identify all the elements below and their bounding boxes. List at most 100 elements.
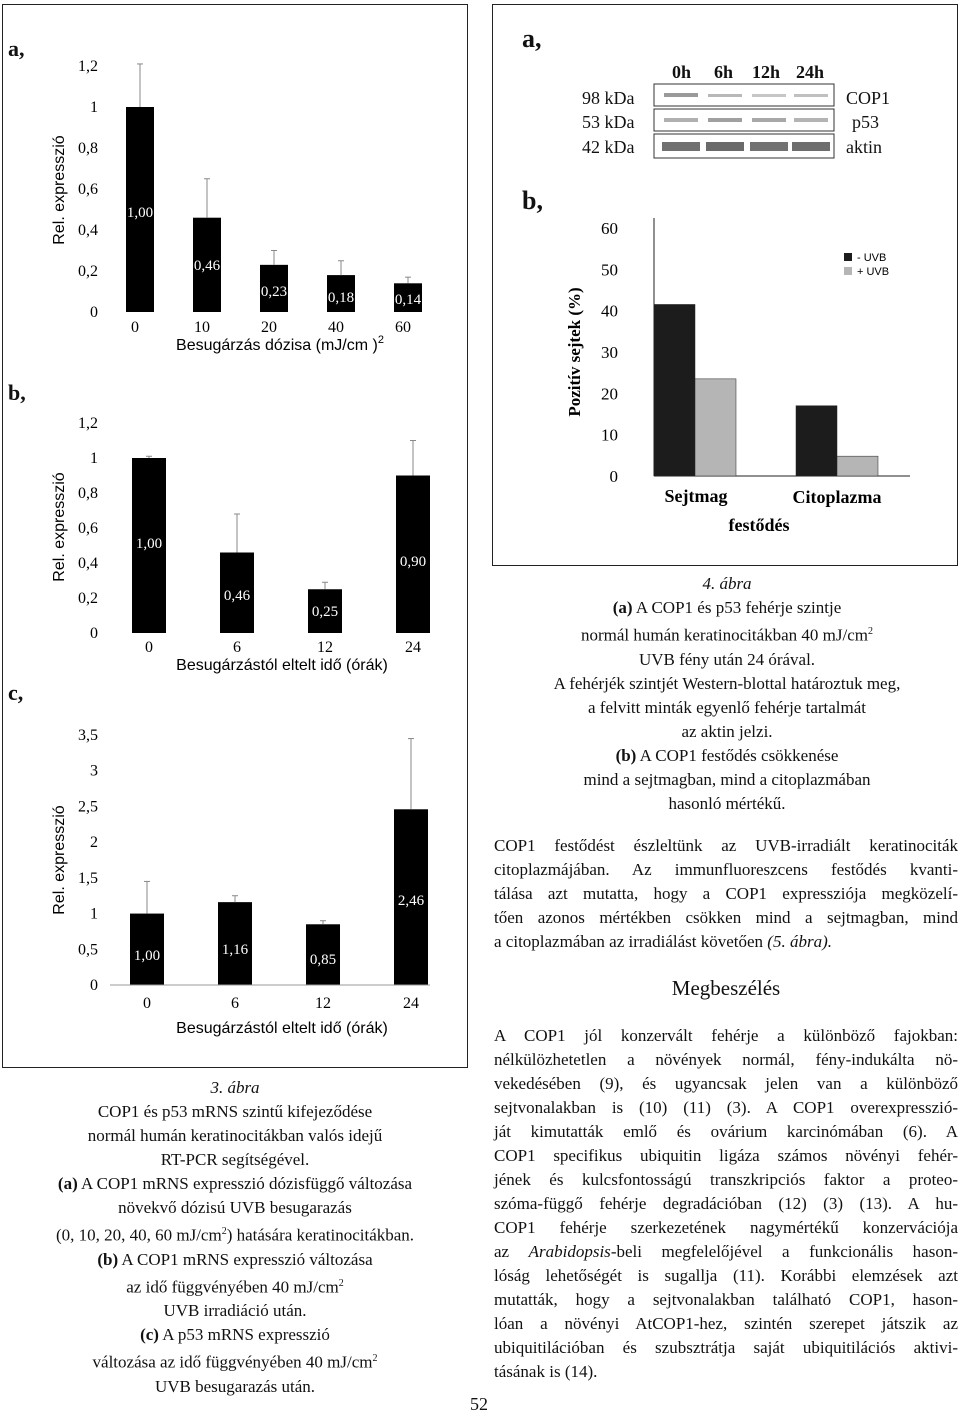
- caption-tag: (a): [612, 598, 633, 617]
- protein-label: COP1: [846, 88, 891, 108]
- y-tick-label: 1,2: [78, 58, 98, 75]
- bar: [394, 283, 422, 312]
- figure-3-title: 3. ábra: [210, 1078, 260, 1097]
- y-tick-label: 2: [90, 834, 98, 851]
- caption-line: az idő függvényében 40 mJ/cm2: [2, 1272, 468, 1300]
- chart-3a: 0 0,2 0,4 0,6 0,8 1 1,2 Rel. expresszió 1,00 0 0,4…: [51, 58, 422, 354]
- y-tick-label: 60: [601, 219, 618, 238]
- text-line: jének és kulcsfontosságú transzkripciós …: [494, 1170, 958, 1189]
- text-line: COP1 specifikus ubiquitin ligáza számos …: [494, 1146, 958, 1165]
- y-tick-label: 3,5: [78, 727, 98, 744]
- x-tick-label: 0: [143, 995, 151, 1012]
- text-line: lóan a növényi AtCOP1-hez, szintén szere…: [494, 1314, 958, 1333]
- x-tick-label: 12: [317, 639, 333, 656]
- caption-tag: (c): [140, 1325, 159, 1345]
- bar: [308, 589, 342, 633]
- caption-line: változása az idő függvényében 40 mJ/cm2: [2, 1347, 468, 1375]
- caption-line: normál humán keratinocitákban 40 mJ/cm2: [494, 620, 960, 648]
- data-label: 0,14: [395, 292, 422, 308]
- caption-line: hasonló mértékű.: [668, 793, 786, 813]
- legend-label: + UVB: [857, 266, 889, 278]
- caption-line: UVB fény után 24 órával.: [638, 649, 816, 669]
- caption-line: az aktin jelzi.: [681, 721, 773, 741]
- y-tick-label: 1,2: [78, 415, 98, 432]
- bar: [394, 809, 428, 985]
- band: [794, 94, 828, 97]
- caption-text: A COP1 festődés csökkenése: [636, 745, 839, 765]
- text-line: a citoplazmában az irradiálást követően …: [494, 930, 958, 954]
- caption-line: mind a sejtmagban, mind a citoplazmában: [583, 769, 871, 789]
- superscript: 2: [221, 1226, 227, 1237]
- x-axis-label: festődés: [729, 515, 790, 535]
- band: [750, 142, 788, 151]
- bar: [260, 264, 288, 312]
- figure-4-frame: [492, 4, 958, 566]
- time-label: 6h: [714, 62, 734, 82]
- x-tick-label: 6: [233, 639, 241, 656]
- bar: [126, 107, 154, 312]
- kda-label: 98 kDa: [582, 88, 635, 108]
- y-tick-label: 0,2: [78, 263, 98, 280]
- page-number: 52: [470, 1394, 488, 1414]
- x-tick-label: 20: [261, 319, 277, 336]
- text-line: vekedésében (9), és ugyancsak jelen van …: [494, 1074, 958, 1093]
- data-label: 0,46: [224, 588, 251, 604]
- y-tick-label: 0,4: [78, 222, 98, 239]
- chart-4b: 0 10 20 30 40 50 60 Pozitív sejtek (%) Sejtmag Ci…: [565, 218, 910, 535]
- band: [664, 118, 698, 122]
- y-tick-label: 1: [90, 906, 98, 923]
- caption-line: (c) A p53 mRNS expresszió: [2, 1323, 468, 1347]
- superscript: 2: [378, 334, 384, 346]
- caption-tag: (b): [97, 1249, 119, 1269]
- time-label: 24h: [796, 62, 825, 82]
- caption-tag: (a): [57, 1174, 78, 1193]
- x-tick-label: 24: [403, 995, 419, 1012]
- italic-term: Arabidopsis: [528, 1242, 611, 1261]
- caption-text: A COP1 és p53 fehérje szintje: [632, 598, 842, 617]
- bar: [193, 217, 221, 312]
- y-tick-label: 0,5: [78, 941, 98, 958]
- band: [752, 94, 786, 97]
- caption-text: A COP1 mRNS expresszió változása: [118, 1249, 373, 1269]
- text-line: A COP1 jól konzervált fehérje a különböz…: [494, 1026, 958, 1045]
- caption-line: A fehérjék szintjét Western-blottal hatá…: [553, 673, 901, 693]
- superscript: 2: [372, 1353, 378, 1365]
- bar: [130, 913, 164, 985]
- text-line: sejtvonalakban is (10) (11) (3). A COP1 …: [494, 1098, 958, 1117]
- y-tick-label: 0: [90, 977, 98, 994]
- x-axis-label: Besugárzás dózisa (mJ/cm )2: [176, 334, 384, 354]
- figure-reference: (5. ábra).: [767, 932, 832, 951]
- text-line: ubiquitilációban és szubsztrátja saját u…: [494, 1338, 958, 1357]
- chart-3b: 0 0,2 0,4 0,6 0,8 1 1,2 Rel. expresszió 1,00 0 0,4…: [51, 415, 430, 674]
- x-tick-label: 6: [231, 995, 239, 1012]
- blot-image: [653, 83, 835, 159]
- y-tick-label: 0,8: [78, 485, 98, 502]
- data-label: 1,00: [127, 205, 153, 221]
- text-line: ját kimutatták emlő és ovárium karcinómá…: [494, 1122, 958, 1141]
- text-line: COP1 fehérje szerkezetének nagymértékű k…: [494, 1218, 958, 1237]
- bar: [653, 304, 696, 477]
- bar: [327, 275, 355, 312]
- data-label: 0,85: [310, 952, 336, 968]
- data-label: 0,23: [261, 284, 287, 300]
- caption-line: COP1 és p53 mRNS szintű kifejeződése: [97, 1102, 373, 1121]
- caption-line: növekvő dózisú UVB besugarazás: [118, 1198, 352, 1217]
- caption-line: normál humán keratinocitákban valós idej…: [87, 1126, 383, 1145]
- caption-text: ) hatására keratinocitákban.: [226, 1225, 415, 1245]
- band: [792, 142, 830, 151]
- figure-3-frame: [2, 4, 468, 1068]
- superscript: 2: [338, 1277, 344, 1289]
- caption-text: változása az idő függvényében 40 mJ/cm: [92, 1352, 373, 1372]
- protein-label: p53: [852, 112, 879, 132]
- caption-line: UVB irradiáció után.: [163, 1301, 307, 1321]
- text-line: tálása azt mutatta, hogy a COP1 expressz…: [494, 884, 958, 903]
- y-tick-label: 0,6: [78, 181, 98, 198]
- band: [708, 118, 742, 122]
- y-axis-label: Pozitív sejtek (%): [565, 287, 584, 416]
- panel-label-3c: c,: [8, 680, 24, 705]
- caption-line: UVB besugarazás után.: [154, 1376, 316, 1396]
- panel-label-4b: b,: [522, 186, 543, 215]
- panel-label-4a: a,: [522, 24, 542, 53]
- x-axis-label: Besugárzástól eltelt idő (órák): [176, 657, 388, 674]
- x-tick-label: 0: [145, 639, 153, 656]
